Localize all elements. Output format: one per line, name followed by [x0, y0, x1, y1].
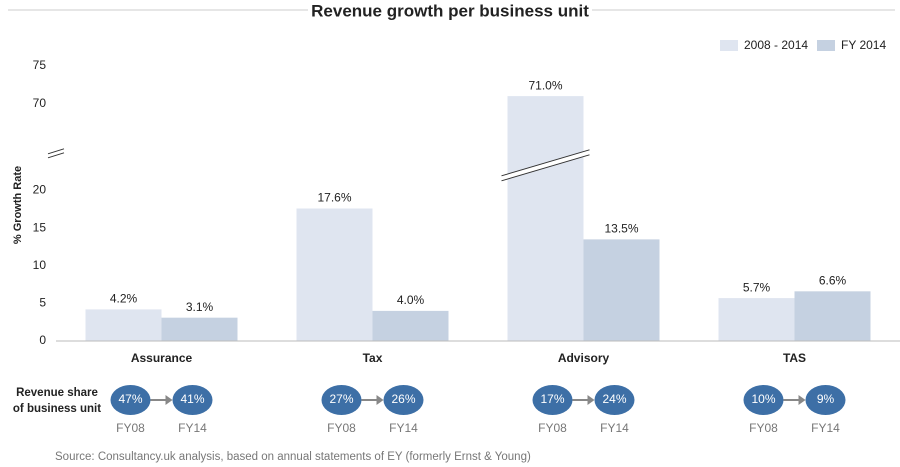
y-tick-label: 70 — [33, 96, 47, 110]
share-period: FY14 — [600, 421, 629, 435]
value-label: 3.1% — [186, 300, 214, 314]
share-arrow-head — [376, 395, 384, 405]
share-value: 24% — [602, 392, 626, 406]
share-arrow-head — [587, 395, 595, 405]
share-bubble — [321, 385, 362, 415]
category-label: Tax — [363, 351, 383, 365]
bar-break-line — [501, 154, 590, 182]
share-bubble — [110, 385, 151, 415]
bar — [161, 317, 238, 341]
value-label: 13.5% — [604, 222, 638, 236]
share-period: FY08 — [538, 421, 567, 435]
share-bubble — [383, 385, 424, 415]
value-label: 4.0% — [397, 293, 425, 307]
share-arrow-head — [798, 395, 806, 405]
share-bubble — [805, 385, 846, 415]
bar-break-line — [501, 149, 590, 177]
share-period: FY14 — [389, 421, 418, 435]
category-label: TAS — [783, 351, 806, 365]
share-value: 27% — [329, 392, 353, 406]
legend-label: FY 2014 — [841, 38, 886, 52]
legend-swatch — [817, 40, 835, 51]
y-tick-label: 5 — [39, 296, 46, 310]
bar — [507, 96, 584, 341]
axis-break — [47, 152, 65, 159]
share-value: 26% — [391, 392, 415, 406]
share-bubble — [594, 385, 635, 415]
bar — [372, 310, 449, 341]
axis-break — [47, 148, 65, 155]
share-value: 41% — [180, 392, 204, 406]
y-tick-label: 15 — [33, 220, 47, 234]
bar-break — [501, 149, 590, 181]
category-label: Advisory — [558, 351, 610, 365]
share-bubble — [743, 385, 784, 415]
legend-swatch — [720, 40, 738, 51]
y-tick-label: 75 — [33, 58, 47, 72]
share-value: 9% — [817, 392, 835, 406]
legend-label: 2008 - 2014 — [744, 38, 808, 52]
y-tick-label: 0 — [39, 333, 46, 347]
bar — [583, 239, 660, 341]
y-axis-label: % Growth Rate — [12, 166, 24, 244]
bar — [296, 208, 373, 341]
share-period: FY08 — [116, 421, 145, 435]
bar — [85, 309, 162, 341]
source-note: Source: Consultancy.uk analysis, based o… — [55, 451, 531, 463]
share-value: 47% — [118, 392, 142, 406]
share-bubble — [532, 385, 573, 415]
share-bubble — [172, 385, 213, 415]
value-label: 5.7% — [743, 280, 771, 294]
value-label: 71.0% — [528, 78, 562, 92]
chart-title: Revenue growth per business unit — [311, 1, 589, 20]
bar — [718, 298, 795, 341]
share-label: of business unit — [13, 403, 101, 415]
value-label: 4.2% — [110, 292, 138, 306]
value-label: 17.6% — [317, 191, 351, 205]
share-value: 10% — [751, 392, 775, 406]
share-value: 17% — [540, 392, 564, 406]
value-label: 6.6% — [819, 273, 847, 287]
share-label: Revenue share — [16, 387, 98, 399]
share-arrow-head — [165, 395, 173, 405]
share-period: FY08 — [327, 421, 356, 435]
share-period: FY14 — [178, 421, 207, 435]
share-period: FY14 — [811, 421, 840, 435]
bar — [794, 291, 871, 341]
share-period: FY08 — [749, 421, 778, 435]
y-tick-label: 20 — [33, 183, 47, 197]
y-tick-label: 10 — [33, 258, 47, 272]
category-label: Assurance — [131, 351, 193, 365]
